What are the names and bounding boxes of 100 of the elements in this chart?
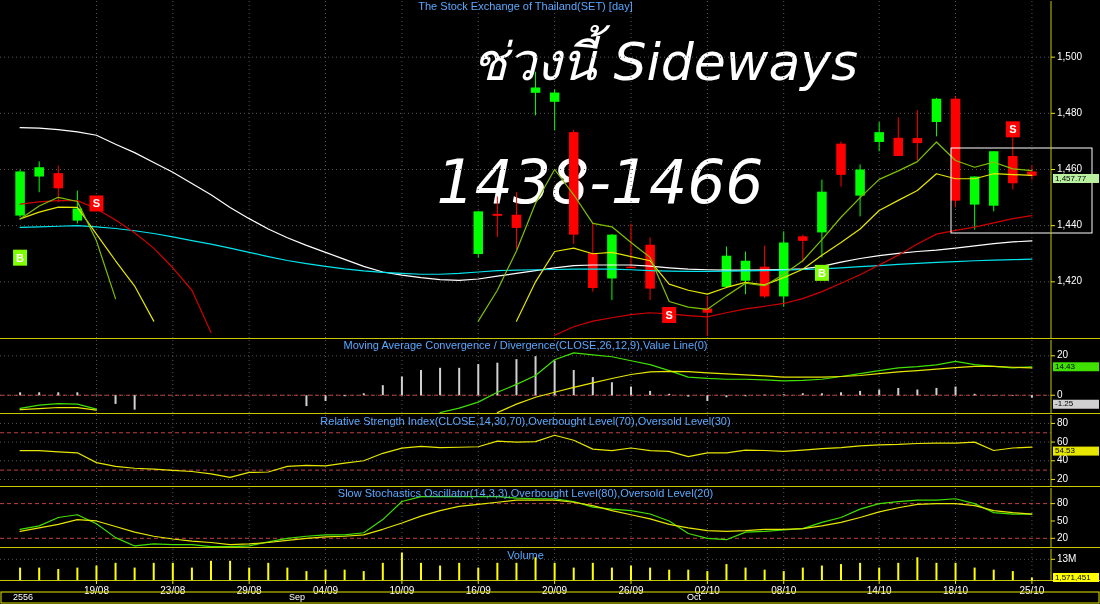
bar [38,392,41,396]
bar [248,567,251,580]
y-tick-label: 20 [1057,531,1069,543]
bar [935,562,938,580]
bar [591,562,594,580]
bar [572,369,575,396]
candlestick [931,97,942,137]
candlestick [1027,165,1037,181]
bar [801,567,804,580]
bar [343,569,346,580]
bar [935,387,938,396]
bar [916,557,919,580]
bar [553,562,556,580]
x-tick-label: 29/08 [236,585,263,597]
text: 54.53 [1055,446,1076,456]
y-tick-label: 20 [1057,349,1069,361]
bar [362,571,365,580]
bar [420,562,422,580]
bar [57,392,60,396]
y-tick-label: 80 [1057,417,1069,429]
chart-title: The Stock Exchange of Thailand(SET) [day] [418,0,633,12]
bar [477,567,480,580]
bar [133,395,136,410]
bar [286,567,289,580]
y-tick-label: 1,420 [1057,275,1083,287]
bar [610,567,613,580]
bar [190,567,193,580]
bar [916,389,919,396]
bar [610,382,613,396]
bar [630,565,632,580]
y-tick-label: 1,460 [1057,163,1083,175]
bar [687,569,690,580]
y-tick-label: 40 [1057,454,1069,466]
x-tick-label: 19/08 [83,585,110,597]
bar [725,564,728,580]
bar [324,569,327,580]
bar [820,565,823,580]
bar [171,562,174,580]
bar [133,567,136,580]
text: 14.43 [1055,361,1076,371]
bar [992,569,995,580]
text: Sep [288,592,306,603]
candlestick [912,109,923,162]
bar [706,395,709,401]
x-tick-label: 25/10 [1019,585,1045,597]
text: -1.25 [1055,399,1074,409]
text: 1,457.77 [1055,173,1087,183]
bar [496,562,499,580]
bar [897,562,900,580]
bar [57,569,60,580]
y-tick-label: 1,500 [1057,50,1083,62]
bar [954,562,957,580]
bar [305,395,308,407]
x-tick-label: 16/09 [465,585,492,597]
x-tick-label: 14/10 [866,585,893,597]
bar [381,385,384,396]
bar [954,386,957,396]
bar [95,565,98,580]
chart-title: Moving Average Convergence / Divergence(CLOSE,26,12,9),Value Line(0) [343,339,708,351]
bar [152,562,155,580]
x-tick-label: 04/09 [313,585,339,597]
candlestick [874,121,884,152]
text: 1,571,451 [1055,572,1092,582]
bar [76,392,79,396]
bar [706,571,709,580]
bar [763,569,766,580]
bar [114,395,117,404]
candlestick [549,88,560,131]
bar [973,567,976,580]
bar [439,367,442,396]
y-tick-label: 0 [1057,388,1063,400]
x-tick-label: 20/09 [542,585,568,597]
bar [400,376,403,396]
y-tick-label: 1,480 [1057,106,1083,118]
text: 2556 [12,592,34,603]
bar [114,562,117,580]
bar [515,359,518,396]
bar [782,571,785,580]
bar [668,569,671,580]
bar [572,567,575,580]
bar [840,564,842,580]
x-tick-label: 23/08 [160,585,186,597]
bar [458,367,461,396]
bar [76,567,79,580]
annotation: ช่วงนี้ Sideways [471,24,859,92]
chart-title: Slow Stochastics Oscillator(14,3,3),Overbought Level(80),Oversold Level(20) [337,487,714,499]
bar [534,356,537,396]
bar [229,560,232,580]
data-label: B [817,266,826,279]
bar [649,567,652,580]
data-label: B [16,251,25,264]
x-tick-label: 08/10 [771,585,797,597]
bar [439,565,442,580]
bar [553,360,556,396]
data-label: S [92,197,101,210]
data-label: S [665,308,673,321]
chart-title: Volume [507,549,544,561]
x-tick-label: 10/09 [389,585,415,597]
bar [744,567,747,580]
bar [19,567,22,580]
